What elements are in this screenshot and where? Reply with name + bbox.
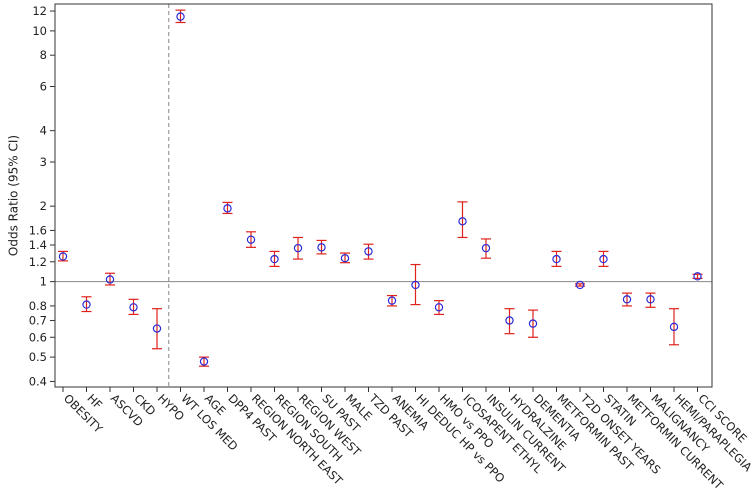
point-estimate <box>505 316 514 325</box>
data-marks <box>58 9 703 367</box>
point-estimate <box>246 235 256 244</box>
point-estimate <box>129 303 138 312</box>
y-tick-label: 0.4 <box>29 374 47 388</box>
y-tick-label: 6 <box>40 80 47 94</box>
y-tick-label: 0.5 <box>29 350 47 364</box>
point-estimate <box>552 254 561 264</box>
point-estimate <box>575 280 585 290</box>
y-tick-label: 10 <box>32 24 47 38</box>
point-estimate <box>693 272 702 281</box>
point-estimate <box>340 254 350 263</box>
point-estimate <box>599 254 608 264</box>
point-estimate <box>293 243 303 253</box>
point-estimate <box>669 322 679 332</box>
point-estimate <box>622 295 632 304</box>
point-estimate <box>270 254 279 264</box>
y-tick-label: 0.8 <box>29 299 47 313</box>
reference-lines <box>55 4 712 387</box>
point-estimate <box>317 243 326 252</box>
point-estimate <box>176 12 185 21</box>
y-axis: 0.4 0.5 0.6 0.70.8 1 1.2 1.41.6 2 3 4 6 8 10 12 <box>29 4 55 388</box>
point-estimate <box>434 303 444 312</box>
y-tick-label: 1.6 <box>29 223 47 237</box>
y-tick-label: 0.7 <box>29 313 47 327</box>
y-tick-label: 8 <box>40 48 47 62</box>
point-estimate <box>528 319 538 328</box>
point-estimate <box>199 357 209 366</box>
point-estimate <box>364 247 373 256</box>
y-tick-label: 1.4 <box>29 238 47 252</box>
point-estimate <box>105 275 115 284</box>
point-estimate <box>82 300 91 309</box>
point-estimate <box>223 204 232 213</box>
y-tick-label: 4 <box>40 124 47 138</box>
y-tick-label: 0.6 <box>29 330 47 344</box>
y-tick-label: 3 <box>40 155 47 169</box>
point-estimate <box>646 295 655 304</box>
y-tick-label: 2 <box>40 199 47 213</box>
point-estimate <box>152 324 162 333</box>
point-estimate <box>411 280 420 290</box>
y-axis-title: Odds Ratio (95% CI) <box>7 135 21 256</box>
point-estimate <box>58 252 68 261</box>
point-estimate <box>458 217 467 226</box>
point-estimate <box>387 296 397 305</box>
y-tick-label: 1 <box>40 275 47 289</box>
plot-frame <box>54 3 713 388</box>
y-tick-label: 12 <box>32 4 47 18</box>
point-estimate <box>481 243 491 253</box>
y-tick-label: 1.2 <box>29 255 47 269</box>
